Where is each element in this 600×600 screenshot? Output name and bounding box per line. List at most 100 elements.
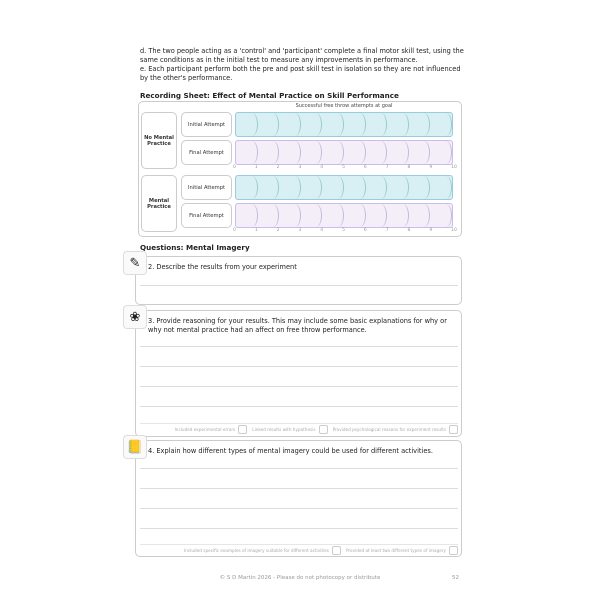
answer-line[interactable]	[140, 346, 458, 347]
divider	[140, 544, 458, 545]
tick-label: 5	[342, 165, 345, 170]
tick-label: 7	[385, 165, 389, 170]
bar-segment[interactable]	[322, 141, 344, 164]
bar-segment[interactable]	[387, 204, 409, 227]
answer-line[interactable]	[140, 386, 458, 387]
bar-segment[interactable]	[387, 176, 409, 199]
criteria-checkbox[interactable]	[331, 546, 341, 555]
bar-segment[interactable]	[301, 204, 323, 227]
tick-label: 1	[254, 165, 258, 170]
bar-segment[interactable]	[344, 204, 366, 227]
bar-segment[interactable]	[236, 141, 258, 164]
tick-label: 7	[385, 228, 389, 233]
tick-labels: 0 1 2 3 4 5 6 7 8 9 10	[233, 165, 457, 170]
tick-label: 3	[298, 165, 302, 170]
bar-segment[interactable]	[430, 141, 452, 164]
bar-segment[interactable]	[279, 113, 301, 136]
bar-segment[interactable]	[430, 204, 452, 227]
bar-segment[interactable]	[409, 141, 431, 164]
bar-segment[interactable]	[301, 113, 323, 136]
criteria-checkbox[interactable]	[449, 425, 458, 434]
notebook-icon: 📒	[123, 435, 147, 459]
criteria-checkbox[interactable]	[318, 425, 328, 434]
bar-segment[interactable]	[258, 176, 280, 199]
initial-attempt-bar[interactable]	[235, 112, 453, 137]
answer-line[interactable]	[140, 528, 458, 529]
attempt-label: Initial Attempt	[181, 175, 232, 200]
criteria-row: Included experimental errors Linked resul…	[140, 425, 460, 434]
tick-label: 9	[429, 228, 433, 233]
tick-label: 10	[451, 165, 457, 170]
page-number: 52	[452, 575, 459, 581]
tick-label: 2	[276, 165, 280, 170]
tick-label: 10	[451, 228, 457, 233]
tick-label: 9	[429, 165, 433, 170]
answer-line[interactable]	[140, 488, 458, 489]
criteria-item: Linked results with hypothesis	[249, 425, 329, 434]
bar-segment[interactable]	[279, 141, 301, 164]
bar-segment[interactable]	[279, 204, 301, 227]
initial-attempt-bar[interactable]	[235, 175, 453, 200]
bar-segment[interactable]	[409, 176, 431, 199]
bar-segment[interactable]	[258, 204, 280, 227]
tick-label: 8	[407, 165, 411, 170]
tick-label: 4	[320, 228, 324, 233]
bar-segment[interactable]	[258, 113, 280, 136]
tick-label: 0	[233, 165, 236, 170]
bar-segment[interactable]	[409, 113, 431, 136]
criteria-item: Provided at least two different types of…	[343, 546, 460, 555]
notepad-pencil-icon: ✎	[123, 251, 147, 275]
criteria-item: Included experimental errors	[172, 425, 250, 434]
bar-segment[interactable]	[366, 176, 388, 199]
bar-segment[interactable]	[344, 113, 366, 136]
answer-line[interactable]	[140, 285, 458, 286]
answer-line[interactable]	[140, 468, 458, 469]
bar-segment[interactable]	[258, 141, 280, 164]
bar-segment[interactable]	[430, 176, 452, 199]
bar-segment[interactable]	[279, 176, 301, 199]
criteria-checkbox[interactable]	[238, 425, 248, 434]
colorful-head-icon: ❀	[123, 305, 147, 329]
bar-segment[interactable]	[322, 176, 344, 199]
bar-segment[interactable]	[366, 113, 388, 136]
tick-labels: 0 1 2 3 4 5 6 7 8 9 10	[233, 228, 457, 233]
bar-segment[interactable]	[301, 141, 323, 164]
recording-title: Recording Sheet: Effect of Mental Practi…	[140, 91, 399, 100]
bar-segment[interactable]	[344, 176, 366, 199]
bar-segment[interactable]	[236, 113, 258, 136]
bar-segment[interactable]	[322, 113, 344, 136]
bar-segment[interactable]	[322, 204, 344, 227]
bar-segment[interactable]	[387, 113, 409, 136]
tick-label: 5	[342, 228, 345, 233]
tick-label: 2	[276, 228, 280, 233]
bar-segment[interactable]	[301, 176, 323, 199]
final-attempt-bar[interactable]	[235, 203, 453, 228]
bar-segment[interactable]	[236, 176, 258, 199]
final-attempt-bar[interactable]	[235, 140, 453, 165]
answer-line[interactable]	[140, 508, 458, 509]
bar-segment[interactable]	[366, 141, 388, 164]
criteria-checkbox[interactable]	[449, 546, 458, 555]
tick-label: 6	[363, 228, 367, 233]
answer-line[interactable]	[140, 406, 458, 407]
attempt-label: Final Attempt	[181, 203, 232, 228]
attempt-label: Final Attempt	[181, 140, 232, 165]
attempt-label: Initial Attempt	[181, 112, 232, 137]
bar-segment[interactable]	[409, 204, 431, 227]
criteria-item: Included specific examples of imagery su…	[181, 546, 343, 555]
instructions: d. The two people acting as a 'control' …	[140, 47, 464, 82]
question-text: 2. Describe the results from your experi…	[148, 263, 297, 271]
bar-segment[interactable]	[430, 113, 452, 136]
bar-segment[interactable]	[344, 141, 366, 164]
question-text: 3. Provide reasoning for your results. T…	[148, 317, 447, 334]
bar-segment[interactable]	[387, 141, 409, 164]
answer-line[interactable]	[140, 366, 458, 367]
question-box	[135, 310, 462, 437]
axis-label: Successful free throw attempts at goal	[295, 103, 393, 109]
question-text: 4. Explain how different types of mental…	[148, 447, 433, 455]
bar-segment[interactable]	[366, 204, 388, 227]
footer: © S D Martin 2026 - Please do not photoc…	[219, 575, 381, 581]
tick-label: 0	[233, 228, 236, 233]
question-box	[135, 256, 462, 305]
bar-segment[interactable]	[236, 204, 258, 227]
